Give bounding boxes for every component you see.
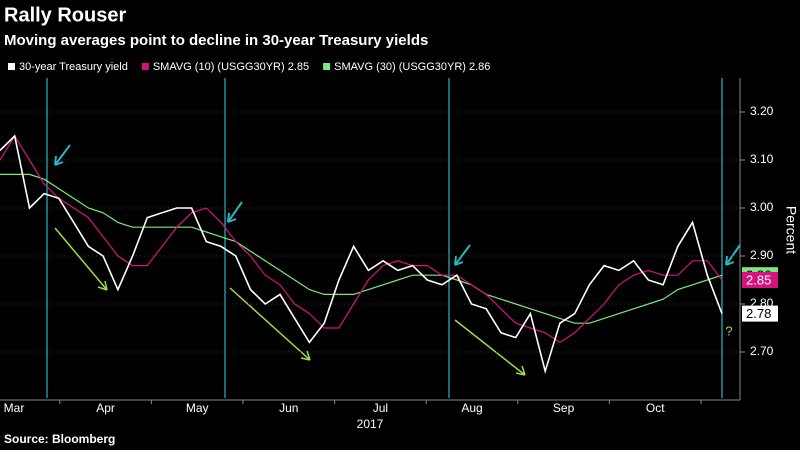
legend-swatch xyxy=(323,63,331,70)
arrow xyxy=(454,244,471,266)
x-tick-label: Jun xyxy=(279,401,298,415)
x-tick-label: Sep xyxy=(553,401,575,415)
chart-title: Rally Rouser xyxy=(4,4,126,26)
legend-swatch xyxy=(8,63,15,70)
y-tick-label: 2.70 xyxy=(750,344,774,358)
annotation: ? xyxy=(725,323,732,338)
trend-arrow xyxy=(454,319,526,376)
x-axis-label: 2017 xyxy=(357,417,384,431)
end-label-box xyxy=(742,305,778,322)
end-label-text: 2.78 xyxy=(746,306,771,321)
line-series xyxy=(0,134,723,375)
legend-label: SMAVG (10) (USGG30YR) 2.85 xyxy=(153,61,309,73)
end-label: 2.78 xyxy=(742,305,778,322)
end-label-text: 2.85 xyxy=(746,272,771,287)
line-series xyxy=(0,173,723,324)
x-tick-label: Apr xyxy=(96,401,115,415)
y-axis-label: Percent xyxy=(783,206,799,254)
legend-label: SMAVG (30) (USGG30YR) 2.86 xyxy=(334,61,490,73)
source: Source: Bloomberg xyxy=(4,432,115,446)
line-series xyxy=(0,134,723,344)
x-tick-label: Jul xyxy=(373,401,388,415)
y-tick-label: 3.10 xyxy=(750,152,774,166)
arrow xyxy=(227,201,243,223)
trend-arrow xyxy=(229,287,311,361)
y-tick-label: 2.90 xyxy=(750,248,774,262)
y-tick-label: 3.00 xyxy=(750,200,774,214)
arrow xyxy=(725,244,741,266)
x-tick-label: May xyxy=(186,401,209,415)
end-label-box xyxy=(742,272,778,288)
x-tick-label: Mar xyxy=(4,401,25,415)
legend-swatch xyxy=(141,63,149,70)
legend-label: 30-year Treasury yield xyxy=(19,61,128,73)
chart-subtitle: Moving averages point to decline in 30-y… xyxy=(4,32,428,49)
arrow xyxy=(54,144,71,166)
annotations xyxy=(46,78,741,398)
y-tick-label: 3.20 xyxy=(750,104,774,118)
trend-arrow xyxy=(54,227,108,291)
x-tick-label: Aug xyxy=(461,401,482,415)
end-label: 2.85 xyxy=(742,272,778,288)
x-tick-label: Oct xyxy=(646,401,665,415)
